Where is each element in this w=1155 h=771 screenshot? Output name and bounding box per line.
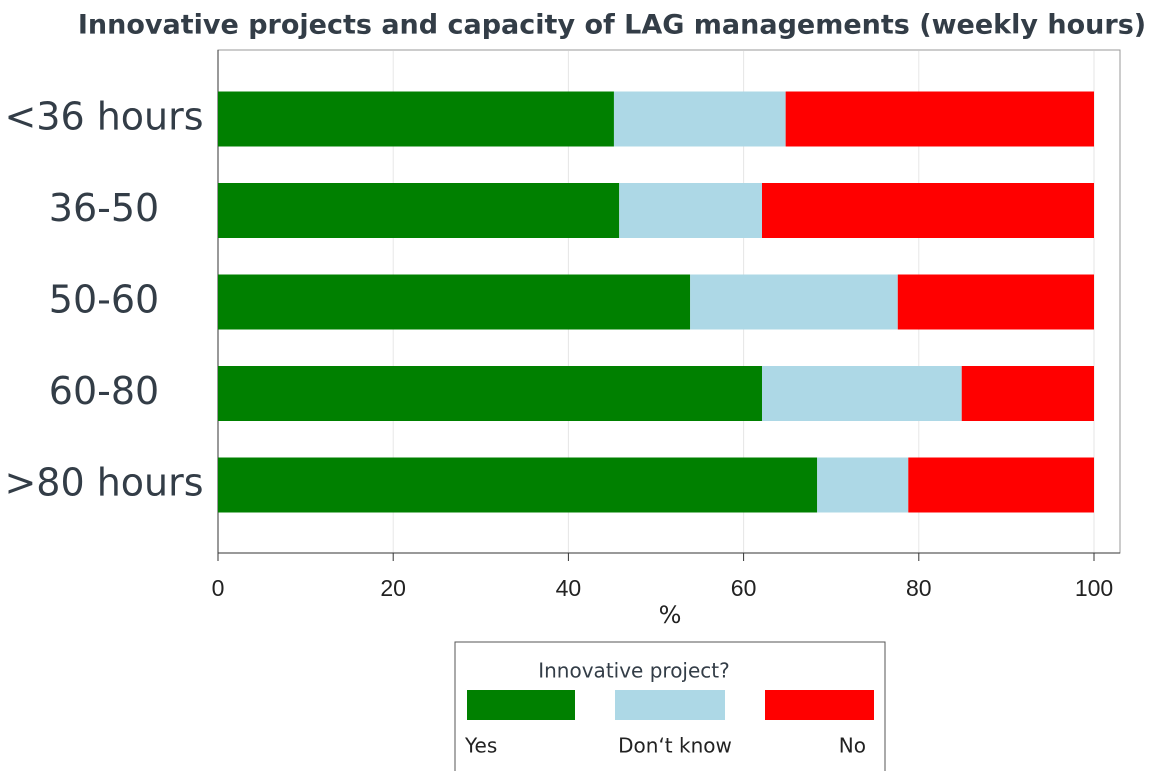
x-tick-label: 80 bbox=[906, 575, 932, 601]
bar-segment bbox=[613, 91, 786, 147]
y-tick-label: <36 hours bbox=[4, 95, 203, 139]
y-tick-label: 50-60 bbox=[49, 278, 159, 322]
y-tick-label: 60-80 bbox=[49, 369, 159, 413]
x-tick-label: 20 bbox=[380, 575, 406, 601]
legend-swatch bbox=[467, 690, 575, 720]
bar-segment bbox=[218, 183, 620, 238]
legend-label: Don‘t know bbox=[618, 734, 732, 758]
legend-swatch bbox=[765, 690, 874, 720]
y-tick-label: >80 hours bbox=[4, 461, 203, 505]
legend-label: Yes bbox=[464, 734, 497, 758]
bar-segment bbox=[619, 183, 762, 238]
bar-segment bbox=[897, 274, 1094, 330]
chart-title: Innovative projects and capacity of LAG … bbox=[78, 10, 1146, 41]
x-axis-label: % bbox=[659, 601, 682, 629]
x-tick-label: 40 bbox=[556, 575, 582, 601]
bar-segment bbox=[761, 183, 1094, 238]
bar-segment bbox=[218, 366, 762, 421]
x-tick-label: 100 bbox=[1075, 575, 1113, 601]
y-tick-label: 36-50 bbox=[49, 186, 159, 230]
bar-segment bbox=[785, 91, 1094, 147]
legend-swatch bbox=[615, 690, 725, 720]
bar-segment bbox=[908, 457, 1094, 513]
bar-segment bbox=[218, 274, 691, 330]
bar-segment bbox=[218, 457, 818, 513]
legend-title: Innovative project? bbox=[538, 659, 730, 683]
bar-segment bbox=[817, 457, 909, 513]
legend-label: No bbox=[839, 734, 866, 758]
bar-segment bbox=[690, 274, 898, 330]
bar-segment bbox=[961, 366, 1094, 421]
bar-segment bbox=[218, 91, 614, 147]
x-tick-label: 60 bbox=[731, 575, 757, 601]
x-tick-label: 0 bbox=[212, 575, 225, 601]
bar-segment bbox=[761, 366, 962, 421]
